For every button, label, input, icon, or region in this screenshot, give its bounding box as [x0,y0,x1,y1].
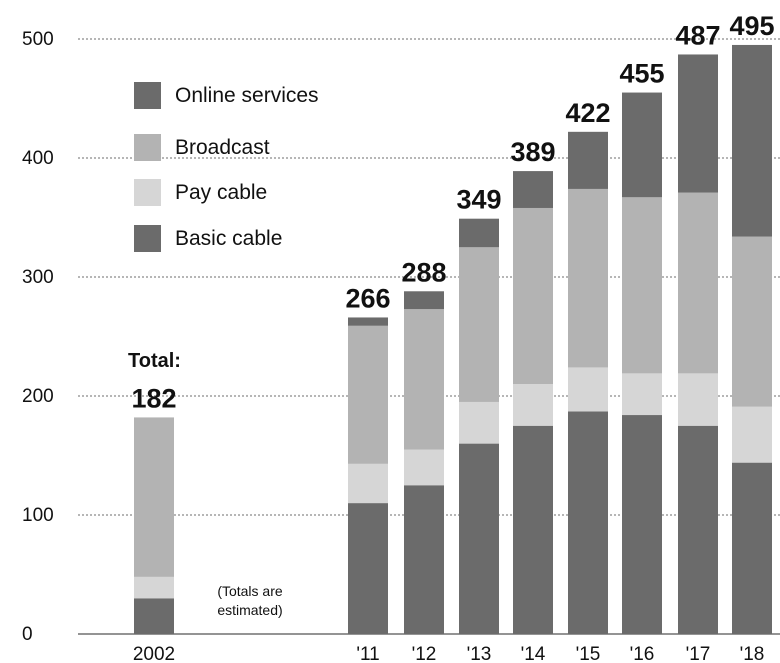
x-tick-label: '16 [630,644,655,663]
bar-segment [404,291,444,310]
legend-label: Basic cable [175,227,282,250]
bar-segment [348,325,388,464]
bar-segment [568,411,608,634]
footnote-line: estimated) [217,602,282,618]
bar-segment [568,188,608,368]
legend-swatch [134,179,161,206]
total-value-label: 487 [675,20,720,50]
bar-segment [568,367,608,412]
bar-segment [134,598,174,634]
bar-segment [348,463,388,504]
bar-segment [732,44,772,237]
total-value-label: 182 [131,383,176,413]
y-tick-label: 300 [22,267,54,288]
bar-segment [459,401,499,444]
bar-segment [348,503,388,634]
legend: Online services Broadcast Pay cable Basic c… [134,82,319,252]
bar-segment [134,576,174,599]
bar-segment [622,92,662,198]
x-tick-label: '15 [576,644,601,663]
bar-segment [732,236,772,407]
legend-swatch [134,225,161,252]
legend-label: Pay cable [175,181,267,204]
y-tick-label: 100 [22,505,54,526]
footnote-line: (Totals are [217,583,283,599]
x-tick-label: '12 [412,644,437,663]
x-tick-label: '18 [740,644,765,663]
bar-segment [678,373,718,426]
y-tick-label: 500 [22,29,54,50]
legend-label: Broadcast [175,136,270,159]
y-tick-label: 400 [22,148,54,169]
bar-segment [404,449,444,486]
bar-segment [134,417,174,577]
legend-swatch [134,82,161,109]
total-caption: Total: [128,350,181,372]
bar-segment [622,373,662,416]
y-tick-label: 0 [22,624,33,645]
total-value-label: 288 [401,257,446,287]
bar-segment [513,207,553,385]
total-value-label: 495 [729,11,774,41]
bar-segment [678,425,718,634]
legend-swatch [134,134,161,161]
y-tick-label: 200 [22,386,54,407]
total-value-label: 455 [619,59,664,89]
bar-segment [513,171,553,208]
bars [134,44,772,634]
total-value-label: 266 [345,283,390,313]
bar-segment [678,54,718,193]
bar-segment [459,443,499,634]
bar-segment [732,406,772,463]
legend-label: Online services [175,84,319,107]
bar-segment [348,317,388,326]
total-value-label: 389 [510,137,555,167]
labels: 0 100 200 300 400 500 182 2002 266 '11 288 '12 349 '1… [22,11,775,663]
x-tick-label: '13 [467,644,492,663]
bar-segment [404,309,444,450]
x-tick-label: '11 [356,644,379,663]
bar-segment [622,197,662,374]
total-value-label: 349 [456,185,501,215]
bar-segment [678,192,718,374]
x-tick-label: '17 [686,644,711,663]
total-value-label: 422 [565,98,610,128]
bar-segment [732,462,772,634]
bar-segment [404,485,444,634]
x-tick-label: '14 [521,644,546,663]
x-tick-label: 2002 [133,644,175,663]
bar-segment [568,131,608,189]
bar-segment [513,384,553,426]
bar-segment [622,415,662,634]
gridlines [78,38,780,635]
bar-segment [459,218,499,248]
bar-segment [459,247,499,402]
bar-segment [513,425,553,634]
